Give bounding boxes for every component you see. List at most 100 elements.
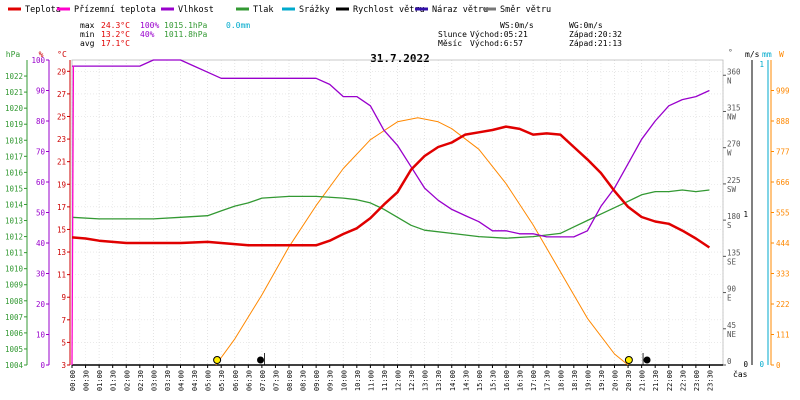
moon-set: Západ:21:13 xyxy=(569,39,622,48)
dir-tick-label: 90 xyxy=(727,285,737,294)
hpa-tick-label: 1010 xyxy=(5,265,24,274)
events xyxy=(213,353,651,365)
stats-max-temp: 24.3°C xyxy=(101,21,130,30)
axes: hPa1004100510061007100810091010101110121… xyxy=(5,48,790,391)
legend-label: Náraz větru xyxy=(432,5,488,15)
time-tick-label: 19:30 xyxy=(598,370,606,391)
sunrise-marker xyxy=(213,356,222,364)
hpa-tick-label: 1004 xyxy=(5,361,24,370)
hpa-tick-label: 1009 xyxy=(5,281,23,290)
time-tick-label: 06:30 xyxy=(245,370,253,391)
time-tick-label: 21:30 xyxy=(652,370,660,391)
dir-compass-label: NW xyxy=(727,112,737,121)
solar-tick-label: 888 xyxy=(776,117,790,126)
dir-tick-label: 180 xyxy=(727,212,741,221)
time-tick-label: 07:00 xyxy=(259,370,267,391)
stats-min-temp: 13.2°C xyxy=(101,30,130,39)
sunset-marker xyxy=(624,356,633,364)
stats-block: max 24.3°C 100% 1015.1hPa 0.0mm min 13.2… xyxy=(80,21,250,48)
time-tick-label: 06:00 xyxy=(232,370,240,391)
dir-tick-label: 45 xyxy=(727,321,736,330)
time-tick-label: 22:30 xyxy=(679,370,687,391)
hpa-tick-label: 1019 xyxy=(5,120,23,129)
time-tick-label: 04:30 xyxy=(191,370,199,391)
time-tick-label: 00:00 xyxy=(69,370,77,391)
solar-tick-label: 666 xyxy=(776,178,790,187)
pct-tick-label: 40 xyxy=(36,239,46,248)
dir-compass-label: W xyxy=(727,149,732,158)
temp-tick-label: 13 xyxy=(57,248,66,257)
sun-rise: Východ:05:21 xyxy=(470,30,528,39)
time-tick-label: 17:30 xyxy=(544,370,552,391)
sun-set: Západ:20:32 xyxy=(569,30,622,39)
legend-label: Tlak xyxy=(253,5,273,15)
moonset-marker xyxy=(643,356,651,364)
legend-label: Přízemní teplota xyxy=(74,5,156,15)
temp-tick-label: 15 xyxy=(57,225,66,234)
rain-tick-label: 0 xyxy=(759,360,764,369)
dir-tick-label: 0 xyxy=(727,357,732,366)
legend-label: Vlhkost xyxy=(178,5,214,15)
legend-label: Teplota xyxy=(25,5,61,15)
wind-speed-info: WS:0m/s xyxy=(500,21,534,30)
hpa-tick-label: 1015 xyxy=(5,184,23,193)
stats-max-press: 1015.1hPa xyxy=(164,21,208,30)
time-tick-label: 05:00 xyxy=(205,370,213,391)
hpa-tick-label: 1016 xyxy=(5,168,24,177)
chart-title: 31.7.2022 xyxy=(370,52,430,65)
dir-compass-label: NE xyxy=(727,330,737,339)
legend-label: Směr větru xyxy=(500,5,551,15)
hpa-tick-label: 1005 xyxy=(5,345,23,354)
hpa-tick-label: 1006 xyxy=(5,329,24,338)
stats-avg-temp: 17.1°C xyxy=(101,39,130,48)
temp-tick-label: 17 xyxy=(57,203,66,212)
time-tick-label: 03:30 xyxy=(164,370,172,391)
time-tick-label: 18:30 xyxy=(571,370,579,391)
time-tick-label: 10:00 xyxy=(340,370,348,391)
stats-min-hum: 40% xyxy=(140,30,155,39)
pct-tick-label: 100 xyxy=(31,56,45,65)
hpa-tick-label: 1021 xyxy=(5,88,23,97)
time-tick-label: 18:00 xyxy=(557,370,565,391)
time-tick-label: 23:30 xyxy=(706,370,714,391)
time-tick-label: 04:00 xyxy=(178,370,186,391)
time-tick-label: 14:00 xyxy=(449,370,457,391)
solar-tick-label: 777 xyxy=(776,148,790,157)
wind-tick-label: 1 xyxy=(743,210,748,219)
temp-tick-label: 9 xyxy=(61,293,66,302)
moon-rise: Východ:6:57 xyxy=(470,39,523,48)
pct-tick-label: 20 xyxy=(36,300,46,309)
dir-compass-label: E xyxy=(727,294,732,303)
series-line-vlhkost xyxy=(72,59,710,238)
sun-label: Slunce xyxy=(438,30,467,39)
time-tick-label: 11:00 xyxy=(367,370,375,391)
pct-axis-unit: % xyxy=(39,50,44,59)
rain-tick-label: 1 xyxy=(759,60,764,69)
time-tick-label: 12:00 xyxy=(395,370,403,391)
solar-axis-unit: W xyxy=(779,50,784,59)
solar-tick-label: 0 xyxy=(776,361,781,370)
dir-axis-unit: ° xyxy=(728,48,733,57)
time-tick-label: 09:30 xyxy=(327,370,335,391)
dir-tick-label: 225 xyxy=(727,176,741,185)
pct-tick-label: 10 xyxy=(36,331,46,340)
pct-tick-label: 60 xyxy=(36,178,46,187)
dir-tick-label: 315 xyxy=(727,103,741,112)
dir-compass-label: SE xyxy=(727,257,737,266)
time-tick-label: 20:00 xyxy=(612,370,620,391)
series-line-teplota xyxy=(71,125,711,249)
time-tick-label: 15:30 xyxy=(489,370,497,391)
time-axis-label: čas xyxy=(733,369,748,379)
legend-label: Srážky xyxy=(299,5,330,15)
hpa-tick-label: 1014 xyxy=(5,200,24,209)
time-tick-label: 08:30 xyxy=(300,370,308,391)
pct-tick-label: 70 xyxy=(36,148,46,157)
stats-min-press: 1011.8hPa xyxy=(164,30,208,39)
hpa-tick-label: 1022 xyxy=(5,72,23,81)
time-tick-label: 05:30 xyxy=(218,370,226,391)
time-tick-label: 07:30 xyxy=(272,370,280,391)
wind-gust-info: WG:0m/s xyxy=(569,21,603,30)
temp-tick-label: 5 xyxy=(61,338,66,347)
time-tick-label: 20:30 xyxy=(625,370,633,391)
time-tick-label: 17:00 xyxy=(530,370,538,391)
